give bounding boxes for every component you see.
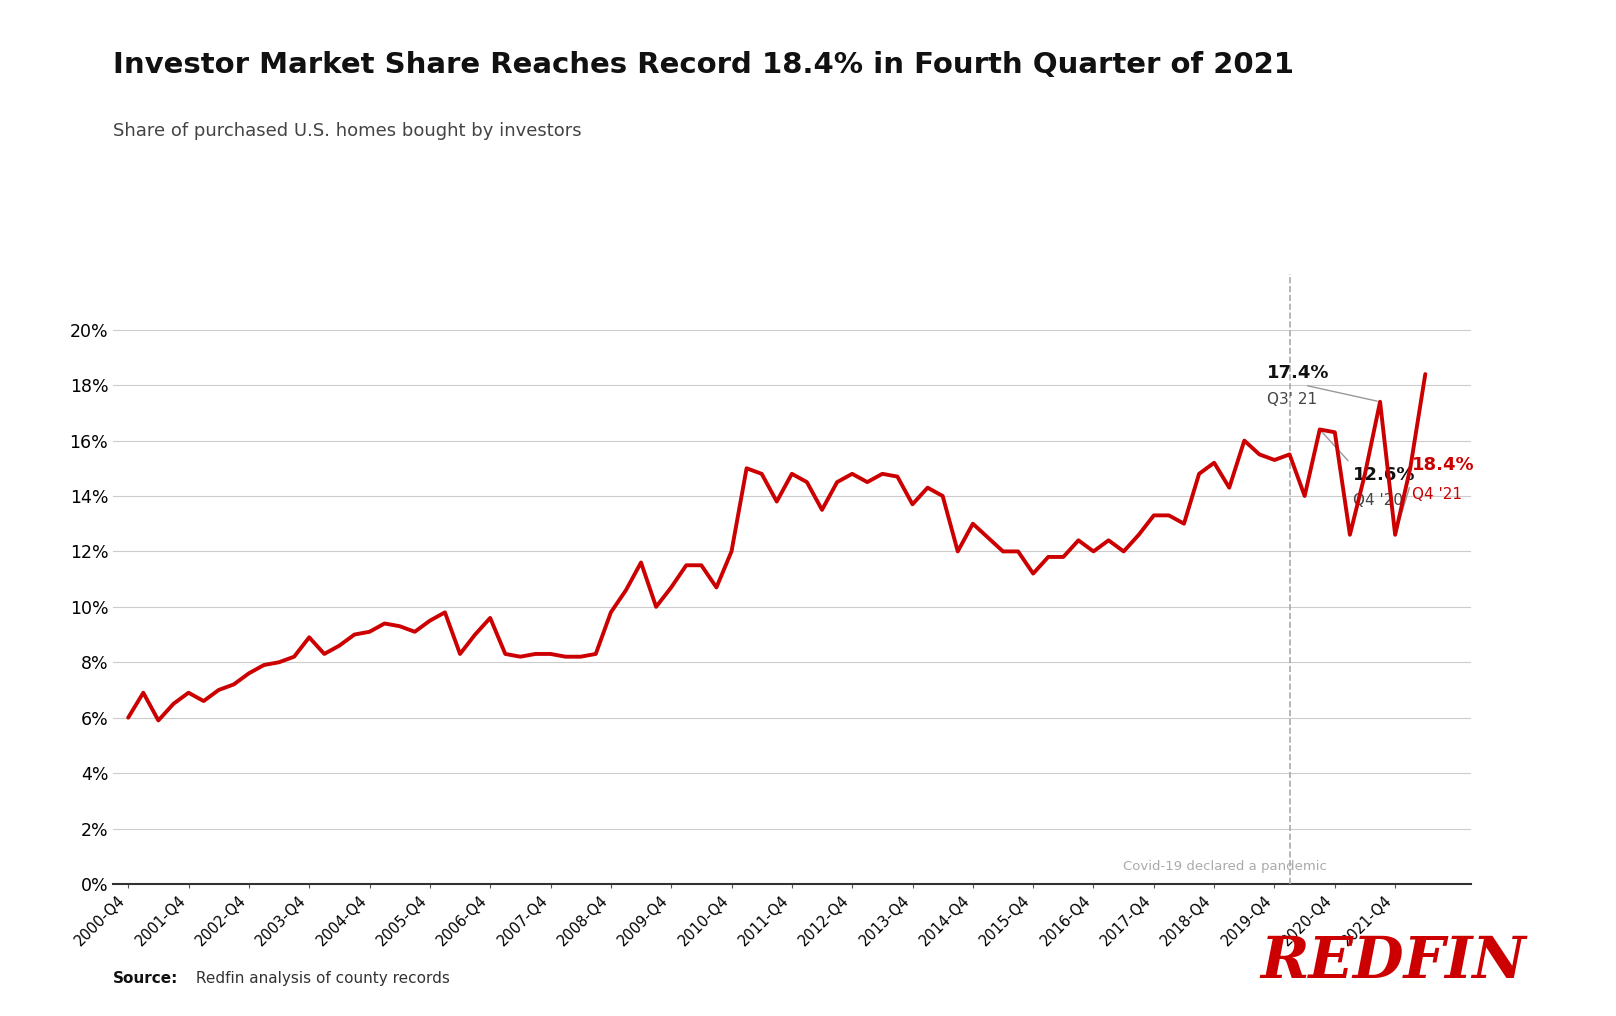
Text: 17.4%: 17.4% bbox=[1267, 365, 1330, 382]
Text: Source:: Source: bbox=[113, 970, 178, 986]
Text: Redfin analysis of county records: Redfin analysis of county records bbox=[191, 970, 449, 986]
Text: REDFIN: REDFIN bbox=[1260, 934, 1526, 991]
Text: 18.4%: 18.4% bbox=[1412, 456, 1474, 473]
Text: 12.6%: 12.6% bbox=[1353, 465, 1416, 484]
Text: Covid-19 declared a pandemic: Covid-19 declared a pandemic bbox=[1123, 860, 1327, 873]
Text: Q3' 21: Q3' 21 bbox=[1267, 392, 1317, 407]
Text: Share of purchased U.S. homes bought by investors: Share of purchased U.S. homes bought by … bbox=[113, 122, 582, 140]
Text: Q4 '21: Q4 '21 bbox=[1412, 487, 1462, 502]
Text: Q4 '20: Q4 '20 bbox=[1353, 493, 1403, 508]
Text: Investor Market Share Reaches Record 18.4% in Fourth Quarter of 2021: Investor Market Share Reaches Record 18.… bbox=[113, 51, 1294, 79]
